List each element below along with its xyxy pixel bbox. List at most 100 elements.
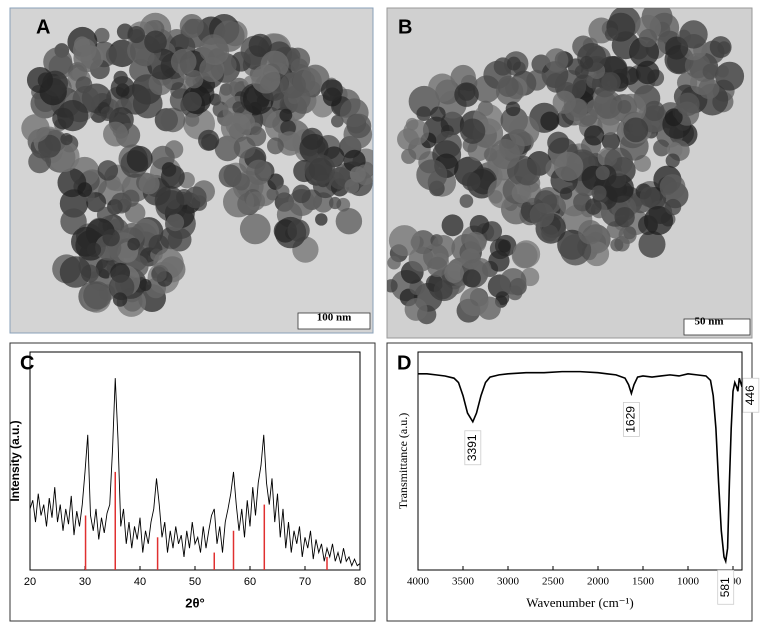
particle bbox=[199, 34, 228, 63]
particle bbox=[544, 48, 569, 72]
particle bbox=[401, 148, 417, 164]
particle bbox=[75, 76, 93, 94]
particle bbox=[387, 256, 401, 270]
particle bbox=[617, 99, 632, 114]
particle bbox=[232, 173, 250, 191]
particle bbox=[541, 224, 559, 242]
particle bbox=[354, 164, 373, 186]
particle bbox=[335, 207, 363, 235]
annotation-box bbox=[742, 377, 760, 413]
particle bbox=[490, 139, 521, 170]
particle bbox=[416, 159, 448, 191]
particle bbox=[461, 172, 481, 191]
particle bbox=[554, 151, 584, 182]
particle bbox=[112, 292, 128, 307]
particle bbox=[127, 26, 146, 44]
particle bbox=[578, 219, 603, 245]
particle bbox=[441, 214, 464, 237]
particle bbox=[584, 125, 605, 146]
x-tick-label: 40 bbox=[134, 576, 146, 588]
charts: C 20 30 40 50 60 70 80 2θ° Intensity (a.u.) D 4000 3… bbox=[8, 351, 760, 610]
particle bbox=[86, 242, 102, 257]
scale-bar bbox=[683, 318, 751, 336]
particle bbox=[344, 178, 360, 194]
scale-bar-label: 100 nm bbox=[317, 312, 352, 324]
particle bbox=[595, 165, 610, 181]
particle bbox=[664, 108, 683, 127]
particle bbox=[115, 83, 130, 97]
particle bbox=[304, 154, 336, 185]
particle bbox=[653, 139, 671, 157]
particle bbox=[644, 205, 674, 235]
particle bbox=[511, 183, 532, 204]
particle bbox=[591, 185, 607, 201]
annotation: 581 bbox=[718, 577, 732, 597]
particle bbox=[416, 106, 432, 122]
particle bbox=[127, 237, 140, 251]
particle bbox=[403, 119, 429, 146]
particle bbox=[277, 131, 302, 156]
particle bbox=[279, 72, 306, 99]
particle bbox=[469, 215, 490, 235]
x-tick-label: 70 bbox=[299, 576, 311, 588]
particle bbox=[315, 213, 328, 226]
data-line bbox=[418, 370, 743, 565]
particle bbox=[179, 13, 204, 39]
particle bbox=[287, 219, 310, 242]
particle bbox=[167, 227, 192, 252]
particle bbox=[593, 90, 623, 119]
particle bbox=[506, 56, 521, 71]
panel-label: D bbox=[397, 352, 411, 374]
annotation-box bbox=[717, 569, 735, 605]
particle bbox=[94, 27, 110, 44]
x-axis-label: 2θ° bbox=[185, 595, 204, 610]
particle bbox=[529, 202, 555, 228]
particle bbox=[459, 194, 474, 208]
scale-bar bbox=[297, 312, 371, 330]
particle bbox=[160, 164, 185, 189]
particle bbox=[320, 79, 343, 102]
particle bbox=[185, 112, 200, 127]
particle bbox=[57, 100, 89, 132]
particle bbox=[279, 108, 293, 122]
particle bbox=[638, 230, 666, 258]
x-tick-label: 1000 bbox=[677, 576, 700, 588]
particle bbox=[387, 279, 398, 293]
particle bbox=[638, 29, 658, 48]
particle bbox=[505, 101, 521, 117]
particle bbox=[170, 48, 197, 75]
particle bbox=[246, 159, 272, 185]
particle bbox=[132, 88, 163, 119]
particle bbox=[508, 115, 540, 147]
particle bbox=[139, 278, 152, 292]
particle bbox=[102, 229, 120, 247]
particle bbox=[404, 298, 428, 321]
particle bbox=[702, 63, 719, 80]
particle bbox=[488, 250, 510, 272]
particle bbox=[126, 145, 153, 172]
particle bbox=[623, 117, 649, 143]
x-tick-label: 50 bbox=[189, 576, 201, 588]
particle bbox=[154, 185, 185, 216]
particle bbox=[676, 92, 700, 116]
particle bbox=[108, 274, 135, 301]
panel-label: C bbox=[20, 352, 34, 374]
particle bbox=[233, 136, 256, 159]
x-tick-label: 80 bbox=[354, 576, 366, 588]
particle bbox=[618, 225, 637, 244]
particle bbox=[577, 42, 607, 72]
particle bbox=[339, 98, 369, 128]
particle bbox=[698, 77, 720, 100]
particle bbox=[275, 184, 290, 199]
particle bbox=[97, 160, 119, 181]
particle bbox=[285, 47, 311, 73]
particle bbox=[526, 69, 548, 91]
particle bbox=[563, 97, 588, 122]
panel-label: A bbox=[36, 16, 50, 38]
data-line bbox=[29, 378, 361, 567]
particle bbox=[185, 70, 204, 89]
particle bbox=[644, 100, 665, 122]
particle bbox=[122, 189, 140, 207]
particle bbox=[21, 114, 50, 143]
particle bbox=[585, 198, 602, 215]
